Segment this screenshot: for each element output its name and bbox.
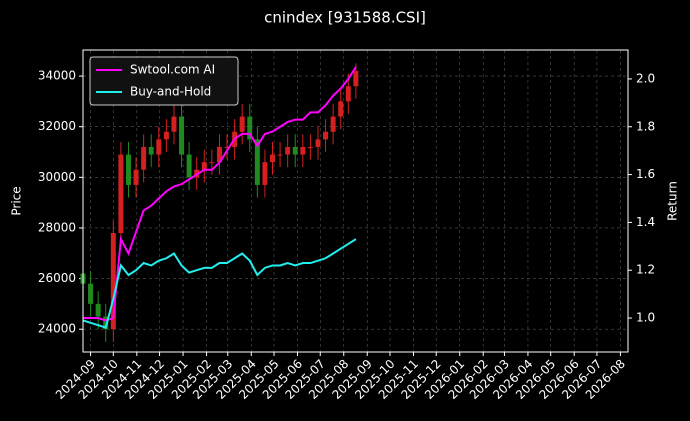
candle-body xyxy=(186,154,192,178)
candle-body xyxy=(148,146,154,155)
candle-body xyxy=(156,139,162,155)
y2-axis-label: Return xyxy=(666,181,680,221)
candle-body xyxy=(133,169,139,185)
candle-body xyxy=(224,146,230,148)
y-tick-label: 26000 xyxy=(38,271,76,285)
candle-body xyxy=(118,154,124,234)
legend-label: Buy-and-Hold xyxy=(130,85,211,99)
y2-tick-label: 1.8 xyxy=(636,119,655,133)
candle-body xyxy=(95,303,101,317)
candle-body xyxy=(201,162,207,170)
candle-body xyxy=(125,154,131,185)
chart-title: cnindex [931588.CSI] xyxy=(264,9,426,27)
legend-label: Swtool.com AI xyxy=(130,63,215,77)
candle-body xyxy=(171,116,177,132)
candle-body xyxy=(88,283,94,304)
candle-body xyxy=(262,162,268,185)
y-tick-label: 34000 xyxy=(38,69,76,83)
y-tick-label: 30000 xyxy=(38,170,76,184)
candle-body xyxy=(300,146,306,155)
candle-body xyxy=(103,316,109,330)
candle-body xyxy=(179,116,185,155)
candle-body xyxy=(209,162,215,164)
candle-body xyxy=(254,139,260,185)
candle-body xyxy=(163,131,169,140)
candle-body xyxy=(330,116,336,132)
candle-body xyxy=(315,139,321,147)
series-line xyxy=(83,66,357,322)
y-tick-label: 24000 xyxy=(38,322,76,336)
candle-body xyxy=(285,146,291,155)
candle-body xyxy=(269,154,275,163)
legend-box xyxy=(89,56,239,106)
candle-body xyxy=(323,131,329,140)
grid xyxy=(83,50,628,352)
candle-body xyxy=(307,146,313,148)
candle-body xyxy=(338,101,344,117)
candle-body xyxy=(345,86,351,102)
plot-frame xyxy=(82,49,629,353)
legend: Swtool.com AI Buy-and-Hold xyxy=(89,56,239,106)
y2-tick-label: 2.0 xyxy=(636,71,655,85)
y-tick-label: 28000 xyxy=(38,220,76,234)
candle-body xyxy=(247,116,253,140)
candle-body xyxy=(239,116,245,132)
candle-body xyxy=(277,154,283,156)
y-axis-label: Price xyxy=(10,186,24,215)
y2-tick-label: 1.2 xyxy=(636,263,655,277)
y2-tick-label: 1.6 xyxy=(636,167,655,181)
candle-body xyxy=(353,71,359,87)
candle-body xyxy=(141,146,147,170)
series-line xyxy=(82,238,357,329)
y2-tick-label: 1.4 xyxy=(636,215,655,229)
candle-body xyxy=(216,146,222,163)
y2-tick-label: 1.0 xyxy=(636,311,655,325)
candle-body xyxy=(292,146,298,155)
y-tick-label: 32000 xyxy=(38,119,76,133)
candle-body xyxy=(110,233,116,330)
